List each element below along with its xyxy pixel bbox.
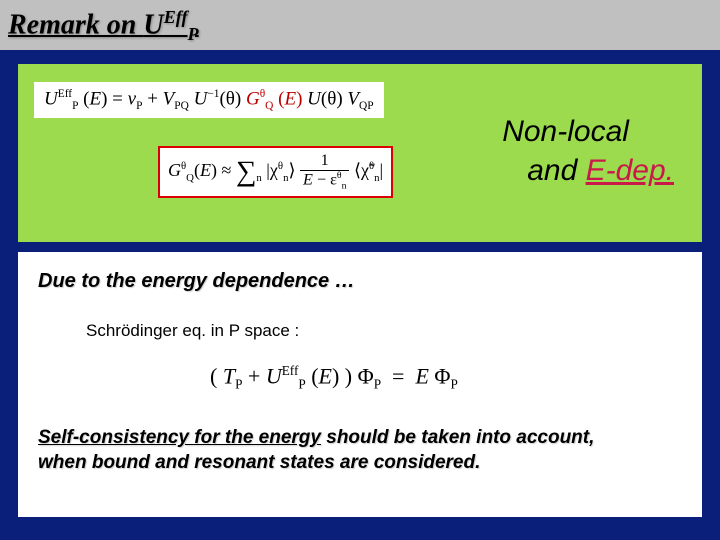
schrodinger-label: Schrödinger eq. in P space : <box>86 321 682 341</box>
equation-gq: GθQ(E) ≈ ∑n |χθn⟩ 1E − εθn ⟨χ̃θn| <box>158 146 393 198</box>
equation-schrodinger: ( TP + UEffP (E) ) ΦP = E ΦP <box>198 355 470 401</box>
page-title: Remark on UEffP <box>8 7 199 45</box>
title-sup: Eff <box>164 7 188 27</box>
due-text: Due to the energy dependence … <box>38 270 682 293</box>
white-panel: Due to the energy dependence … Schröding… <box>18 252 702 517</box>
self-consistency-text: Self-consistency for the energy should b… <box>38 425 682 476</box>
equation-ueff: UEffP (E) = vP + VPQ U−1(θ) GθQ (E) U(θ)… <box>34 82 384 118</box>
self-line2: when bound and resonant states are consi… <box>38 452 480 473</box>
title-prefix: Remark on <box>8 9 143 40</box>
nonlocal-and: and <box>527 154 585 187</box>
nonlocal-line1: Non-local <box>502 115 629 148</box>
edep-label: E-dep. <box>586 154 674 187</box>
title-sub: P <box>188 24 199 44</box>
self-underline: Self-consistency for the energy <box>38 427 321 448</box>
self-rest1: should be taken into account, <box>321 427 594 448</box>
title-U: U <box>143 9 163 40</box>
green-panel: UEffP (E) = vP + VPQ U−1(θ) GθQ (E) U(θ)… <box>18 64 702 242</box>
title-bar: Remark on UEffP <box>0 0 720 50</box>
nonlocal-label: Non-local and E-dep. <box>502 112 674 190</box>
